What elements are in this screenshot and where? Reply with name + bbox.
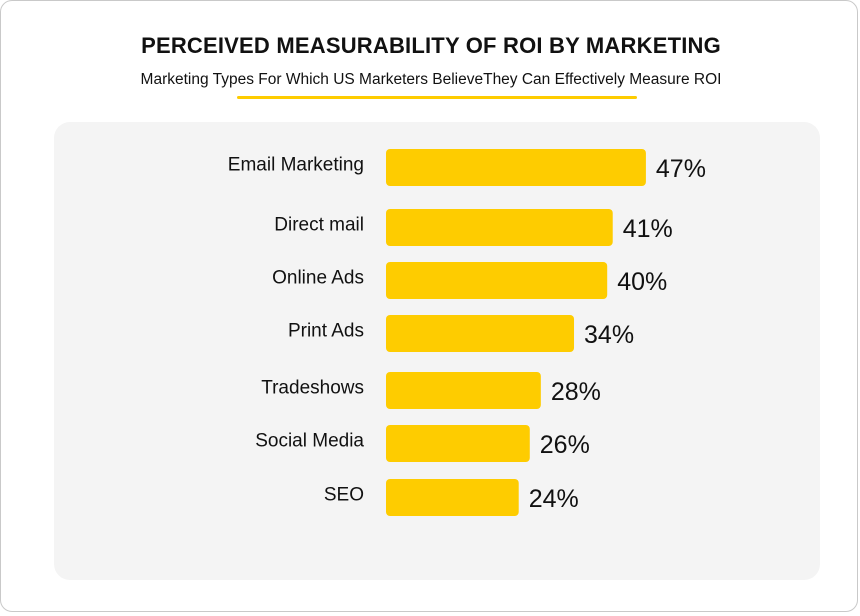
bar-direct-mail — [386, 209, 613, 246]
category-label: SEO — [324, 485, 364, 506]
bar-online-ads — [386, 262, 608, 299]
category-label: Print Ads — [288, 321, 364, 342]
chart-title: PERCEIVED MEASURABILITY OF ROI BY MARKET… — [141, 33, 721, 58]
bar-seo — [386, 479, 519, 516]
category-label: Social Media — [255, 431, 364, 452]
category-label: Direct mail — [274, 215, 364, 236]
category-label: Tradeshows — [261, 378, 364, 399]
chart-subtitle: Marketing Types For Which US Marketers B… — [140, 71, 722, 88]
value-label: 41% — [623, 215, 673, 243]
value-label: 28% — [551, 378, 601, 406]
bar-email-marketing — [386, 149, 646, 186]
value-label: 26% — [540, 431, 590, 459]
value-label: 24% — [529, 485, 579, 513]
bar-tradeshows — [386, 372, 541, 409]
value-label: 47% — [656, 155, 706, 183]
category-label: Online Ads — [272, 268, 364, 289]
category-label: Email Marketing — [228, 155, 364, 176]
subtitle-underline — [237, 96, 637, 99]
bar-print-ads — [386, 315, 575, 352]
value-label: 40% — [617, 268, 667, 296]
bar-social-media — [386, 425, 530, 462]
value-label: 34% — [584, 321, 634, 349]
